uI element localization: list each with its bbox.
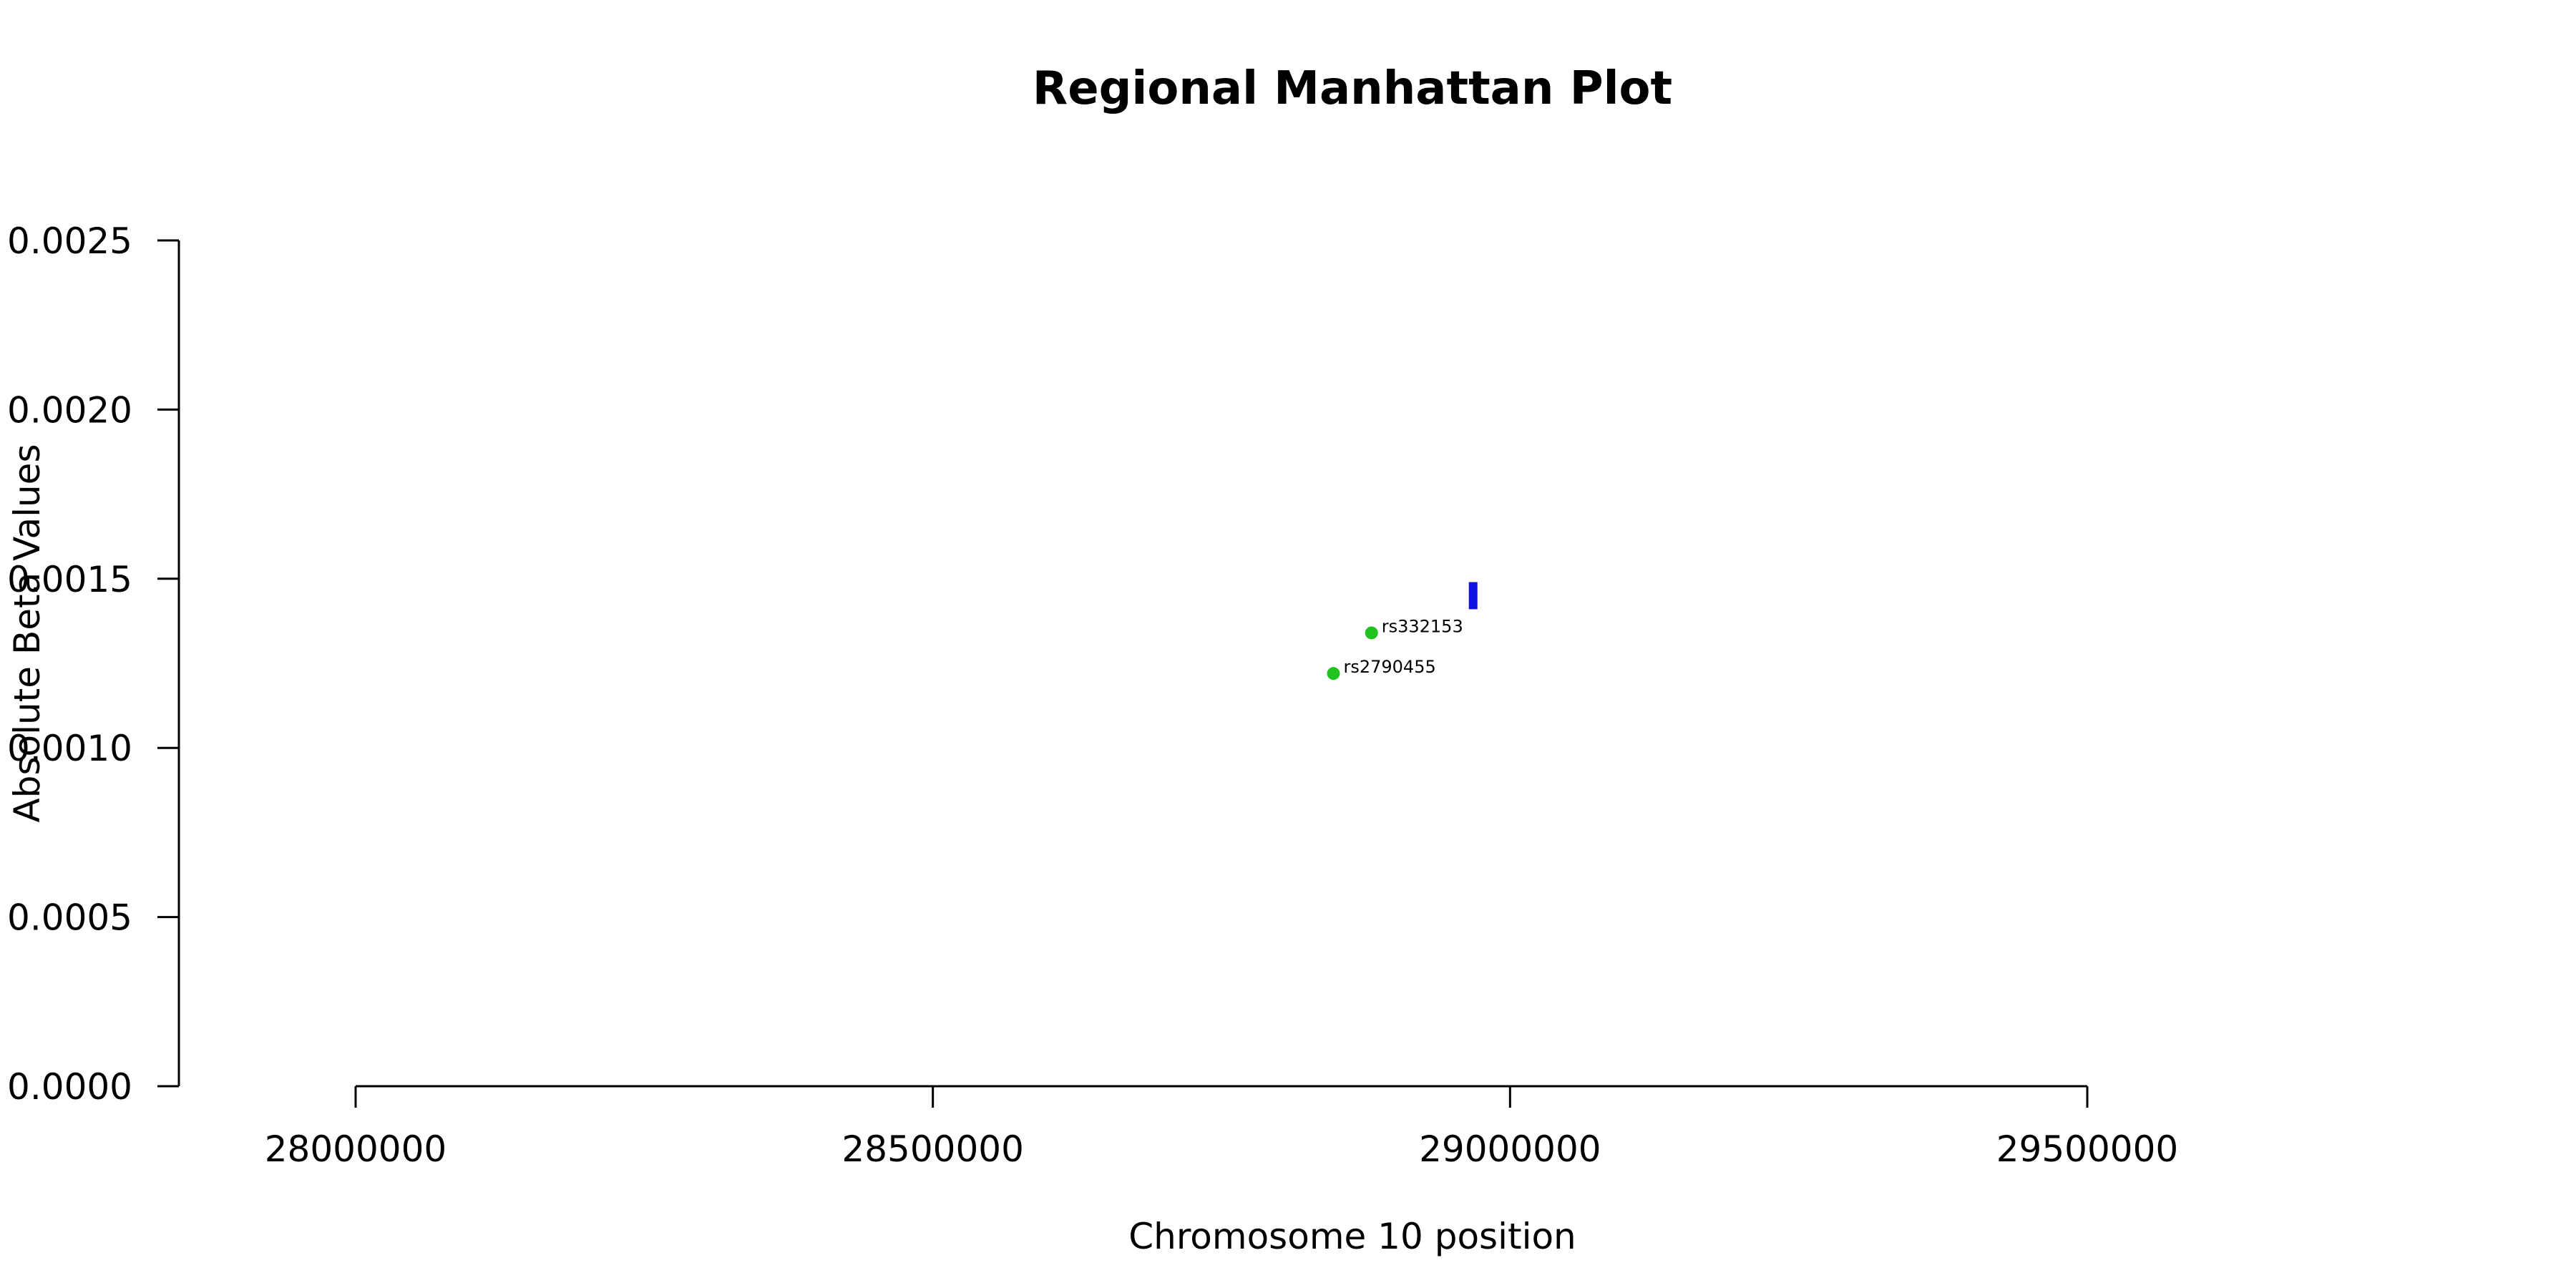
y-tick-label: 0.0025 [7, 220, 132, 262]
x-axis: 28000000 28500000 29000000 29500000 [265, 1085, 2179, 1170]
x-tick-label: 28500000 [841, 1128, 1024, 1170]
data-point [1327, 667, 1340, 680]
y-tick-label: 0.0010 [7, 728, 132, 769]
x-axis-label: Chromosome 10 position [1128, 1216, 1576, 1257]
data-point [1365, 626, 1378, 640]
y-tick-label: 0.0005 [7, 897, 132, 939]
y-tick-label: 0.0000 [7, 1066, 132, 1108]
chart-title: Regional Manhattan Plot [1033, 62, 1672, 115]
x-tick-label: 28000000 [265, 1128, 447, 1170]
y-tick-label: 0.0020 [7, 389, 132, 431]
y-axis: 0.0000 0.0005 0.0010 0.0015 0.0020 0.0025 [7, 220, 180, 1108]
y-axis-label: Absolute Beta Values [6, 444, 48, 823]
plot-area: rs332153 rs2790455 [1327, 582, 1478, 680]
x-tick-label: 29500000 [1996, 1128, 2179, 1170]
data-point-label: rs2790455 [1343, 657, 1435, 677]
x-tick-label: 29000000 [1419, 1128, 1601, 1170]
data-point-label: rs332153 [1382, 616, 1463, 636]
y-tick-label: 0.0015 [7, 559, 132, 600]
